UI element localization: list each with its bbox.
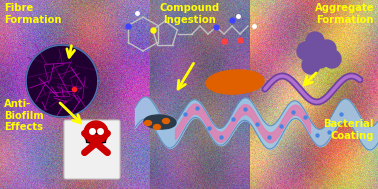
FancyBboxPatch shape <box>87 133 105 143</box>
Circle shape <box>306 32 324 50</box>
Circle shape <box>311 50 329 68</box>
Circle shape <box>318 40 336 58</box>
Circle shape <box>302 56 320 74</box>
FancyBboxPatch shape <box>64 120 120 179</box>
Circle shape <box>84 121 108 145</box>
Text: Aggregate
Formation: Aggregate Formation <box>314 3 374 25</box>
Text: Compound
Ingestion: Compound Ingestion <box>160 3 220 25</box>
Text: Fibre
Formation: Fibre Formation <box>4 3 62 25</box>
Ellipse shape <box>163 119 169 123</box>
Ellipse shape <box>206 70 264 94</box>
Ellipse shape <box>144 121 152 125</box>
Circle shape <box>323 50 341 68</box>
Ellipse shape <box>144 115 176 129</box>
Circle shape <box>297 42 315 60</box>
Text: Bacterial
Coating: Bacterial Coating <box>324 119 374 141</box>
Text: Anti-
Biofilm
Effects: Anti- Biofilm Effects <box>4 99 44 132</box>
Ellipse shape <box>153 125 161 129</box>
Polygon shape <box>26 45 98 117</box>
